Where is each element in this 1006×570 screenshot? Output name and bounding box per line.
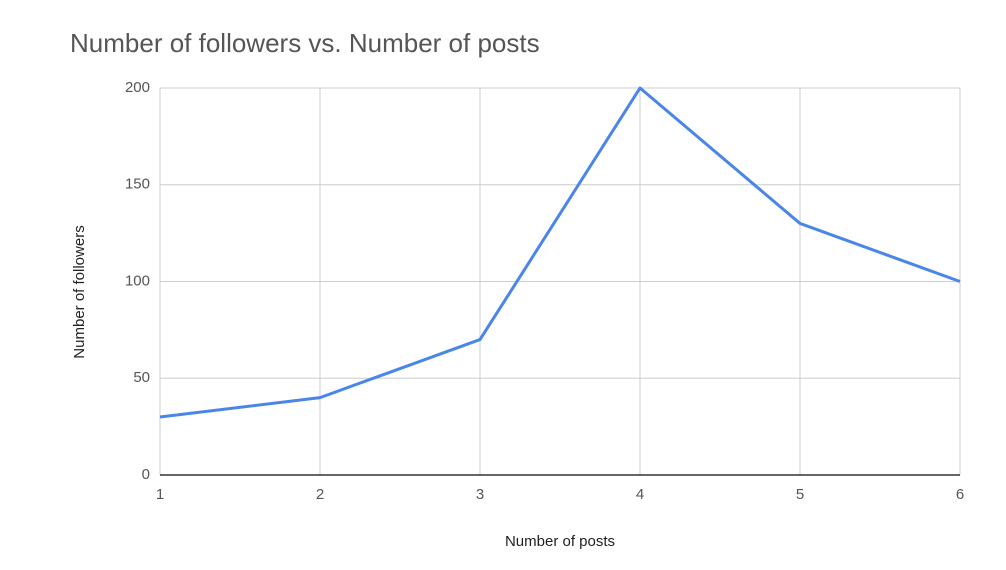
x-tick-label: 4 — [636, 486, 644, 503]
chart-title: Number of followers vs. Number of posts — [70, 28, 540, 58]
x-tick-label: 2 — [316, 486, 324, 503]
x-tick-label: 5 — [796, 486, 804, 503]
x-tick-label: 3 — [476, 486, 484, 503]
y-tick-label: 150 — [125, 176, 150, 193]
y-tick-label: 50 — [133, 369, 150, 386]
y-tick-label: 100 — [125, 272, 150, 289]
line-series — [159, 86, 961, 419]
y-tick-label: 200 — [125, 79, 150, 96]
y-axis-label: Number of followers — [71, 225, 88, 358]
x-tick-label: 6 — [956, 486, 964, 503]
x-tick-label: 1 — [156, 486, 164, 503]
x-axis-label: Number of posts — [505, 533, 615, 550]
y-tick-label: 0 — [142, 466, 150, 483]
